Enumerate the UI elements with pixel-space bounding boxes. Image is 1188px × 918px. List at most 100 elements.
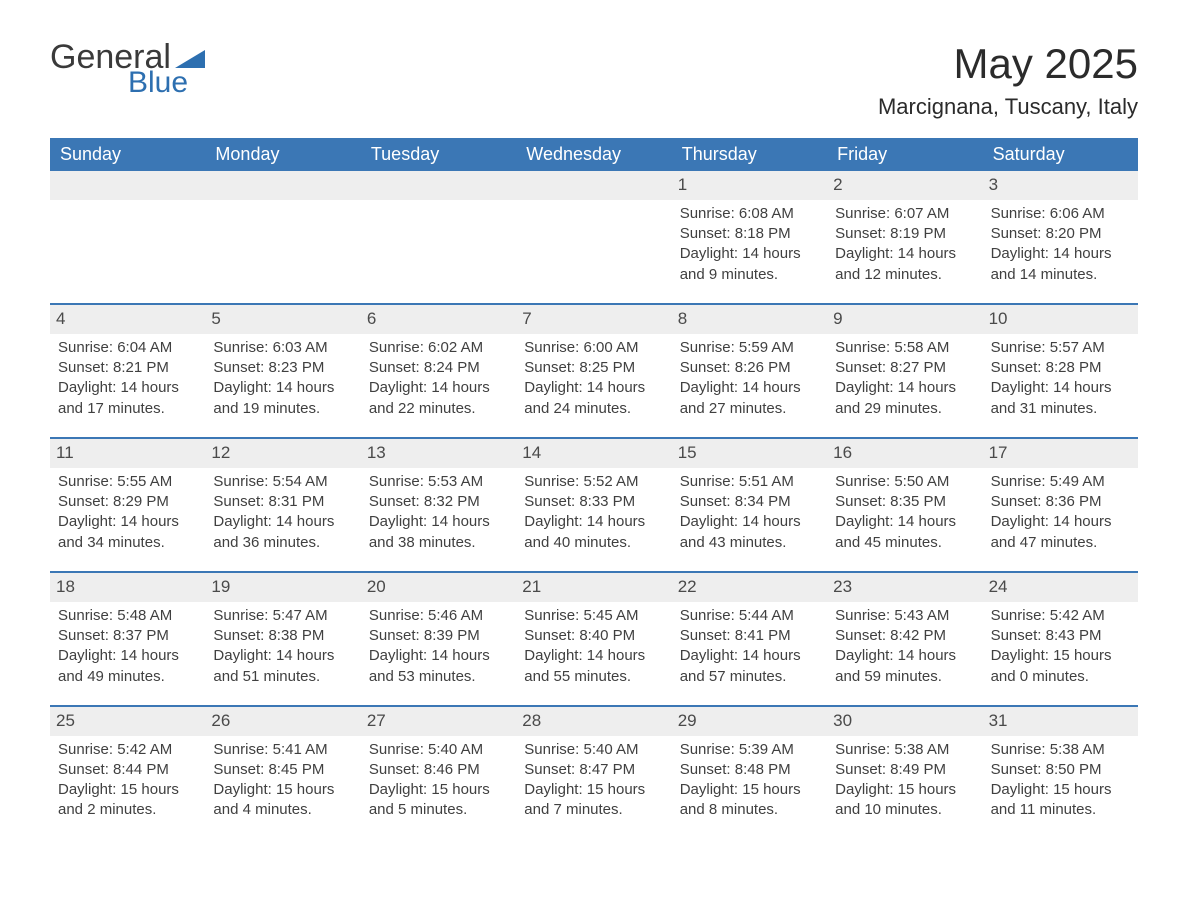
- sunrise-line: Sunrise: 5:46 AM: [369, 606, 508, 626]
- calendar-cell: 9Sunrise: 5:58 AMSunset: 8:27 PMDaylight…: [827, 303, 982, 437]
- sunset-line: Sunset: 8:18 PM: [680, 224, 819, 244]
- calendar-cell: 13Sunrise: 5:53 AMSunset: 8:32 PMDayligh…: [361, 437, 516, 571]
- daylight-line: Daylight: 15 hours and 11 minutes.: [991, 780, 1130, 821]
- daylight-line: Daylight: 15 hours and 5 minutes.: [369, 780, 508, 821]
- sunset-line: Sunset: 8:40 PM: [524, 626, 663, 646]
- sunrise-line: Sunrise: 5:41 AM: [213, 740, 352, 760]
- sunset-line: Sunset: 8:21 PM: [58, 358, 197, 378]
- sunset-line: Sunset: 8:50 PM: [991, 760, 1130, 780]
- calendar-cell: 5Sunrise: 6:03 AMSunset: 8:23 PMDaylight…: [205, 303, 360, 437]
- sunrise-line: Sunrise: 5:42 AM: [58, 740, 197, 760]
- daylight-line: Daylight: 14 hours and 55 minutes.: [524, 646, 663, 687]
- calendar-cell: 29Sunrise: 5:39 AMSunset: 8:48 PMDayligh…: [672, 705, 827, 839]
- day-number-bar: 26: [205, 705, 360, 736]
- sunset-line: Sunset: 8:23 PM: [213, 358, 352, 378]
- sunrise-line: Sunrise: 5:55 AM: [58, 472, 197, 492]
- sunrise-line: Sunrise: 5:58 AM: [835, 338, 974, 358]
- day-of-week-header: Saturday: [983, 138, 1138, 171]
- calendar-cell: 2Sunrise: 6:07 AMSunset: 8:19 PMDaylight…: [827, 171, 982, 303]
- calendar-cell-blank: [361, 171, 516, 303]
- calendar-cell: 16Sunrise: 5:50 AMSunset: 8:35 PMDayligh…: [827, 437, 982, 571]
- daylight-line: Daylight: 15 hours and 0 minutes.: [991, 646, 1130, 687]
- sunset-line: Sunset: 8:28 PM: [991, 358, 1130, 378]
- sunrise-line: Sunrise: 6:07 AM: [835, 204, 974, 224]
- day-number-bar: 9: [827, 303, 982, 334]
- sunrise-line: Sunrise: 5:45 AM: [524, 606, 663, 626]
- daylight-line: Daylight: 15 hours and 2 minutes.: [58, 780, 197, 821]
- sunrise-line: Sunrise: 5:50 AM: [835, 472, 974, 492]
- calendar-cell-blank: [50, 171, 205, 303]
- day-number-bar: 23: [827, 571, 982, 602]
- sunrise-line: Sunrise: 5:49 AM: [991, 472, 1130, 492]
- day-number-bar: 19: [205, 571, 360, 602]
- daylight-line: Daylight: 14 hours and 24 minutes.: [524, 378, 663, 419]
- sunset-line: Sunset: 8:27 PM: [835, 358, 974, 378]
- sunrise-line: Sunrise: 5:42 AM: [991, 606, 1130, 626]
- day-of-week-header: Thursday: [672, 138, 827, 171]
- sunset-line: Sunset: 8:29 PM: [58, 492, 197, 512]
- day-number-bar: 10: [983, 303, 1138, 334]
- calendar-cell: 4Sunrise: 6:04 AMSunset: 8:21 PMDaylight…: [50, 303, 205, 437]
- day-number-bar: [361, 171, 516, 200]
- daylight-line: Daylight: 14 hours and 49 minutes.: [58, 646, 197, 687]
- calendar-cell: 15Sunrise: 5:51 AMSunset: 8:34 PMDayligh…: [672, 437, 827, 571]
- daylight-line: Daylight: 14 hours and 53 minutes.: [369, 646, 508, 687]
- daylight-line: Daylight: 14 hours and 31 minutes.: [991, 378, 1130, 419]
- day-number-bar: 28: [516, 705, 671, 736]
- sunrise-line: Sunrise: 5:59 AM: [680, 338, 819, 358]
- sunrise-line: Sunrise: 5:40 AM: [524, 740, 663, 760]
- sunset-line: Sunset: 8:49 PM: [835, 760, 974, 780]
- location-subtitle: Marcignana, Tuscany, Italy: [878, 94, 1138, 120]
- sunset-line: Sunset: 8:38 PM: [213, 626, 352, 646]
- day-number-bar: 14: [516, 437, 671, 468]
- sunset-line: Sunset: 8:39 PM: [369, 626, 508, 646]
- daylight-line: Daylight: 14 hours and 45 minutes.: [835, 512, 974, 553]
- day-number-bar: 24: [983, 571, 1138, 602]
- sunrise-line: Sunrise: 6:08 AM: [680, 204, 819, 224]
- day-number-bar: 2: [827, 171, 982, 200]
- calendar-cell: 31Sunrise: 5:38 AMSunset: 8:50 PMDayligh…: [983, 705, 1138, 839]
- sunrise-line: Sunrise: 5:40 AM: [369, 740, 508, 760]
- sunset-line: Sunset: 8:46 PM: [369, 760, 508, 780]
- sunrise-line: Sunrise: 6:03 AM: [213, 338, 352, 358]
- sunrise-line: Sunrise: 5:54 AM: [213, 472, 352, 492]
- sunset-line: Sunset: 8:31 PM: [213, 492, 352, 512]
- calendar-grid: SundayMondayTuesdayWednesdayThursdayFrid…: [50, 138, 1138, 839]
- logo-text-blue: Blue: [128, 68, 205, 98]
- calendar-cell: 11Sunrise: 5:55 AMSunset: 8:29 PMDayligh…: [50, 437, 205, 571]
- sunset-line: Sunset: 8:24 PM: [369, 358, 508, 378]
- calendar-cell: 6Sunrise: 6:02 AMSunset: 8:24 PMDaylight…: [361, 303, 516, 437]
- daylight-line: Daylight: 14 hours and 27 minutes.: [680, 378, 819, 419]
- sunset-line: Sunset: 8:32 PM: [369, 492, 508, 512]
- sunset-line: Sunset: 8:26 PM: [680, 358, 819, 378]
- day-number-bar: 6: [361, 303, 516, 334]
- sunset-line: Sunset: 8:47 PM: [524, 760, 663, 780]
- sunset-line: Sunset: 8:42 PM: [835, 626, 974, 646]
- daylight-line: Daylight: 14 hours and 34 minutes.: [58, 512, 197, 553]
- day-number-bar: 7: [516, 303, 671, 334]
- sunrise-line: Sunrise: 6:06 AM: [991, 204, 1130, 224]
- day-of-week-header: Friday: [827, 138, 982, 171]
- day-number-bar: 25: [50, 705, 205, 736]
- calendar-cell: 23Sunrise: 5:43 AMSunset: 8:42 PMDayligh…: [827, 571, 982, 705]
- daylight-line: Daylight: 14 hours and 40 minutes.: [524, 512, 663, 553]
- daylight-line: Daylight: 14 hours and 14 minutes.: [991, 244, 1130, 285]
- sunset-line: Sunset: 8:36 PM: [991, 492, 1130, 512]
- sunrise-line: Sunrise: 5:38 AM: [835, 740, 974, 760]
- day-number-bar: [516, 171, 671, 200]
- day-number-bar: 13: [361, 437, 516, 468]
- daylight-line: Daylight: 14 hours and 19 minutes.: [213, 378, 352, 419]
- sunset-line: Sunset: 8:25 PM: [524, 358, 663, 378]
- day-of-week-header: Tuesday: [361, 138, 516, 171]
- calendar-cell: 21Sunrise: 5:45 AMSunset: 8:40 PMDayligh…: [516, 571, 671, 705]
- calendar-cell: 22Sunrise: 5:44 AMSunset: 8:41 PMDayligh…: [672, 571, 827, 705]
- calendar-cell: 1Sunrise: 6:08 AMSunset: 8:18 PMDaylight…: [672, 171, 827, 303]
- day-number-bar: 3: [983, 171, 1138, 200]
- calendar-cell: 27Sunrise: 5:40 AMSunset: 8:46 PMDayligh…: [361, 705, 516, 839]
- day-of-week-header: Wednesday: [516, 138, 671, 171]
- calendar-cell: 14Sunrise: 5:52 AMSunset: 8:33 PMDayligh…: [516, 437, 671, 571]
- calendar-cell: 7Sunrise: 6:00 AMSunset: 8:25 PMDaylight…: [516, 303, 671, 437]
- calendar-cell: 18Sunrise: 5:48 AMSunset: 8:37 PMDayligh…: [50, 571, 205, 705]
- sunrise-line: Sunrise: 5:48 AM: [58, 606, 197, 626]
- day-number-bar: [50, 171, 205, 200]
